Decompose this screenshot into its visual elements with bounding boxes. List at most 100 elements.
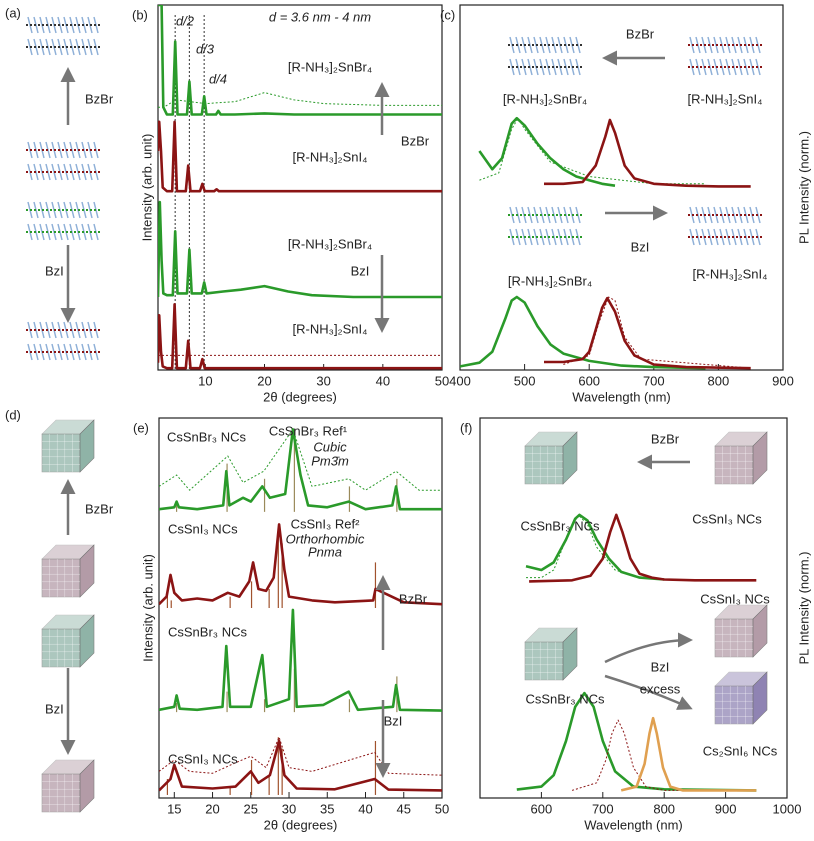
x-tick-label: 700 bbox=[643, 373, 665, 388]
x-axis-label: Wavelength (nm) bbox=[584, 817, 683, 832]
x-tick-label: 30 bbox=[282, 801, 296, 816]
layered-structure-icon bbox=[26, 141, 102, 181]
reagent-label: BzBr bbox=[85, 501, 114, 516]
curve bbox=[158, 5, 442, 116]
curve bbox=[478, 116, 616, 187]
x-tick-label: 500 bbox=[514, 373, 536, 388]
curve bbox=[516, 691, 757, 792]
curve bbox=[158, 303, 442, 370]
curve bbox=[158, 120, 442, 193]
cube-side bbox=[79, 614, 95, 668]
curve bbox=[159, 428, 442, 511]
annotation: CsSnI₃ NCs bbox=[168, 751, 238, 766]
cube-icon bbox=[41, 419, 95, 473]
cube-front bbox=[524, 641, 564, 681]
annotation: BzI bbox=[384, 713, 403, 728]
annotation: [R-NH₃]₂SnBr₄ bbox=[288, 59, 372, 74]
cube-front bbox=[714, 618, 754, 658]
annotation: [R-NH₃]₂SnI₄ bbox=[693, 266, 768, 281]
x-tick-label: 10 bbox=[198, 373, 212, 388]
cube-side bbox=[79, 759, 95, 813]
x-axis-label: Wavelength (nm) bbox=[572, 389, 671, 404]
cube-front bbox=[714, 685, 754, 725]
curve bbox=[159, 608, 442, 712]
annotation: [R-NH₃]₂SnBr₄ bbox=[288, 236, 372, 251]
panel-label: (d) bbox=[5, 407, 21, 422]
x-tick-label: 20 bbox=[257, 373, 271, 388]
cube-front bbox=[524, 445, 564, 485]
annotation: BzI bbox=[631, 239, 650, 254]
cube-icon bbox=[41, 544, 95, 598]
annotation: d = 3.6 nm - 4 nm bbox=[269, 9, 371, 24]
cube-side bbox=[562, 627, 578, 681]
curve bbox=[544, 118, 751, 188]
curve bbox=[529, 513, 757, 583]
cube-side bbox=[752, 671, 768, 725]
annotation: [R-NH₃]₂SnI₄ bbox=[688, 91, 763, 106]
x-tick-label: 50 bbox=[435, 373, 449, 388]
x-tick-label: 400 bbox=[449, 373, 471, 388]
y-axis-label: PL Intensity (norm.) bbox=[796, 552, 811, 665]
cube-icon bbox=[41, 614, 95, 668]
layered-structure-icon bbox=[26, 16, 102, 56]
reagent-label: BzI bbox=[45, 701, 64, 716]
x-axis-label: 2θ (degrees) bbox=[264, 817, 338, 832]
layered-structure-icon bbox=[26, 201, 102, 241]
x-tick-label: 800 bbox=[653, 801, 675, 816]
cube-icon bbox=[524, 627, 578, 681]
plot-frame bbox=[158, 417, 443, 799]
plot-frame bbox=[157, 4, 443, 371]
annotation: CsSnBr₃ NCs bbox=[168, 624, 247, 639]
x-tick-label: 900 bbox=[772, 373, 794, 388]
y-axis-label: Intensity (arb. unit) bbox=[139, 134, 154, 242]
annotation: Orthorhombic bbox=[286, 531, 365, 546]
curve bbox=[158, 200, 442, 299]
annotation: CsSnI₃ NCs bbox=[700, 591, 770, 606]
annotation: Pnma bbox=[308, 544, 342, 559]
cube-side bbox=[752, 431, 768, 485]
curve bbox=[525, 513, 665, 581]
panel-label: (e) bbox=[133, 420, 149, 435]
annotation: CsSnI₃ NCs bbox=[168, 521, 238, 536]
annotation: BzBr bbox=[651, 431, 680, 446]
x-tick-label: 35 bbox=[320, 801, 334, 816]
cube-side bbox=[79, 544, 95, 598]
y-axis-label: Intensity (arb. unit) bbox=[140, 554, 155, 662]
curve bbox=[544, 296, 751, 370]
plot-frame bbox=[479, 417, 788, 799]
x-axis-label: 2θ (degrees) bbox=[263, 389, 337, 404]
cube-front bbox=[714, 445, 754, 485]
annotation: BzBr bbox=[401, 133, 430, 148]
curve bbox=[620, 716, 757, 792]
cube-icon bbox=[714, 431, 768, 485]
x-tick-label: 45 bbox=[397, 801, 411, 816]
x-tick-label: 30 bbox=[316, 373, 330, 388]
cube-side bbox=[79, 419, 95, 473]
reagent-label: BzI bbox=[45, 263, 64, 278]
arrow bbox=[604, 674, 693, 710]
annotation: BzBr bbox=[399, 591, 428, 606]
curve bbox=[460, 295, 706, 370]
annotation: Cs₂SnI₆ NCs bbox=[703, 743, 778, 758]
x-tick-label: 800 bbox=[708, 373, 730, 388]
annotation: BzBr bbox=[626, 26, 655, 41]
panel-label: (f) bbox=[460, 420, 472, 435]
annotation: CsSnBr₃ NCs bbox=[526, 691, 605, 706]
annotation: [R-NH₃]₂SnBr₄ bbox=[503, 91, 587, 106]
annotation: BzI bbox=[651, 659, 670, 674]
x-tick-label: 40 bbox=[358, 801, 372, 816]
annotation: excess bbox=[640, 681, 681, 696]
panel-label: (c) bbox=[440, 7, 455, 22]
x-tick-label: 15 bbox=[167, 801, 181, 816]
panel-label: (b) bbox=[132, 7, 148, 22]
x-tick-label: 50 bbox=[435, 801, 449, 816]
layered-structure-icon bbox=[688, 36, 764, 76]
annotation: CsSnBr₃ Ref¹ bbox=[269, 423, 348, 438]
x-tick-label: 600 bbox=[578, 373, 600, 388]
cube-icon bbox=[714, 671, 768, 725]
annotation: CsSnBr₃ NCs bbox=[167, 429, 246, 444]
plot-frame bbox=[459, 4, 784, 371]
dotted-curve bbox=[159, 736, 442, 776]
